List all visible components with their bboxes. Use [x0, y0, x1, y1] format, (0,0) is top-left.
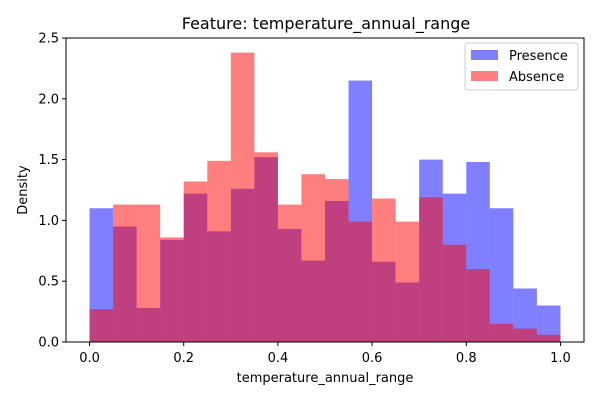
y-axis-label: Density: [16, 165, 31, 215]
x-tick-label: 0.2: [173, 351, 194, 366]
x-tick-label: 0.6: [362, 351, 383, 366]
bar-absence-1: [113, 204, 137, 342]
bar-presence-17: [489, 208, 514, 342]
bar-absence-4: [183, 181, 208, 342]
x-tick-label: 0.8: [456, 351, 477, 366]
bar-absence-17: [489, 323, 514, 342]
bar-absence-7: [254, 152, 278, 342]
legend: Presence Absence: [464, 42, 579, 91]
plot-frame: [65, 37, 585, 343]
bar-absence-16: [466, 269, 490, 342]
chart-title: Feature: temperature_annual_range: [182, 14, 471, 34]
bar-absence-9: [301, 174, 325, 342]
y-tick-label: 2.5: [38, 32, 59, 47]
bar-absence-12: [372, 198, 396, 342]
bar-absence-8: [277, 204, 302, 342]
legend-swatch-presence: [471, 50, 498, 60]
bar-presence-0: [89, 208, 114, 342]
bar-absence-3: [160, 237, 184, 342]
legend-label-presence: Presence: [509, 49, 568, 64]
bar-absence-19: [536, 334, 561, 342]
legend-label-absence: Absence: [509, 70, 564, 85]
bar-absence-15: [442, 244, 467, 342]
y-axis: 0.0 0.5 1.0 1.5 2.0 2.5: [38, 32, 66, 351]
legend-swatch-absence: [471, 71, 498, 81]
bar-absence-5: [207, 160, 231, 342]
bar-absence-14: [419, 197, 443, 342]
bar-presence-19: [536, 305, 561, 342]
x-tick-label: 0.0: [79, 351, 100, 366]
y-tick-label: 1.0: [38, 214, 59, 229]
y-tick-label: 2.0: [38, 92, 59, 107]
bar-absence-10: [325, 179, 349, 342]
bar-absence-6: [230, 52, 255, 342]
bar-absence-13: [395, 221, 420, 342]
x-tick-label: 0.4: [268, 351, 289, 366]
x-tick-label: 1.0: [550, 351, 571, 366]
bar-absence-2: [136, 204, 161, 342]
y-tick-label: 0.0: [38, 336, 59, 351]
bar-absence-0: [89, 309, 114, 342]
bar-absence-11: [348, 221, 373, 342]
bars-layer: [89, 52, 561, 342]
y-tick-label: 0.5: [38, 275, 59, 290]
x-axis: 0.0 0.2 0.4 0.6 0.8 1.0: [79, 342, 571, 366]
x-axis-label: temperature_annual_range: [237, 371, 414, 386]
y-tick-label: 1.5: [38, 153, 59, 168]
bar-absence-18: [513, 328, 537, 342]
